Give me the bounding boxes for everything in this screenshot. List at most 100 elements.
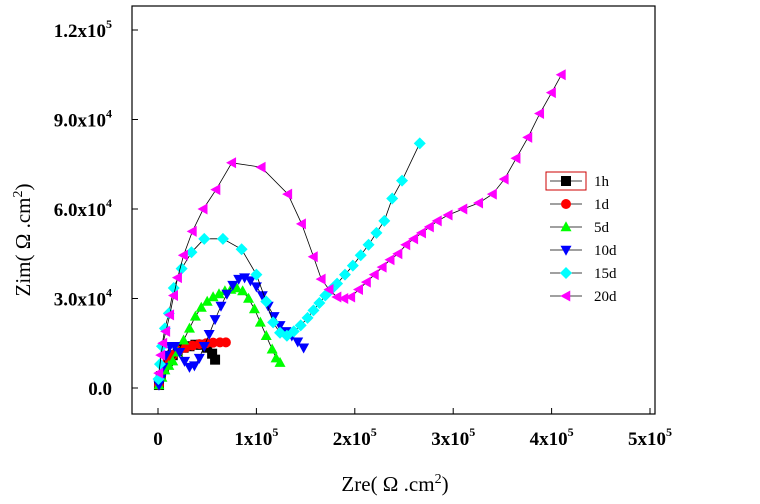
y-tick-label: 1.2x105 [54,17,112,42]
data-point [239,273,251,284]
data-point [323,284,334,296]
data-point [298,343,310,354]
data-point [396,174,409,187]
data-point [352,284,363,296]
x-tick-label: 0 [153,429,163,450]
data-point [167,355,179,366]
data-point [203,330,215,341]
data-point [292,337,304,348]
data-point [384,254,395,266]
data-point [183,322,195,333]
data-point [368,269,379,281]
data-point [400,239,411,251]
data-point [345,291,356,303]
data-point [331,277,344,290]
data-point [209,315,221,326]
data-point [207,291,219,302]
data-point [274,356,286,367]
data-point [338,268,351,281]
data-point [282,188,293,200]
data-point [220,337,231,348]
legend: 1h 1d 5d 10d 15d 20d [545,171,617,305]
data-point [237,285,249,296]
data-point [294,319,307,332]
data-point [457,203,468,215]
legend-item-5d: 5d [550,220,610,236]
data-point [423,221,434,233]
x-tick-label: 2x105 [333,425,377,450]
data-point [193,353,205,364]
data-point [167,290,178,302]
data-point [256,291,268,302]
data-point [164,309,175,321]
data-point [250,282,262,293]
data-point [408,233,419,245]
data-point [157,337,168,349]
axis-ticks: 0 1x105 2x105 3x105 4x105 5x105 0.0 3.0x104 6.0x… [54,17,672,450]
data-point [255,161,266,173]
data-point [522,131,533,143]
data-point [227,280,239,291]
data-point [177,249,188,261]
legend-item-10d: 10d [550,243,617,259]
data-point [153,367,164,379]
plot-frame [131,5,656,415]
data-point [174,347,186,358]
data-point [560,245,572,256]
data-point [498,173,509,185]
data-point [171,272,182,284]
data-point [213,288,225,299]
data-point [561,199,571,209]
data-point [378,214,391,227]
series-line [158,74,562,374]
series-20d [153,69,566,379]
y-tick-label: 3.0x104 [54,286,112,311]
data-point [555,69,566,81]
data-point [338,293,349,304]
data-point [188,361,200,372]
legend-label: 10d [594,243,617,259]
data-point [197,203,208,215]
data-point [260,330,272,341]
data-point [392,248,403,260]
data-point [210,354,221,365]
data-point [295,218,306,230]
data-point [510,152,521,164]
legend-item-1d: 1d [550,197,610,213]
series-10d [153,273,310,391]
data-point [560,267,572,279]
legend-label: 1d [594,197,610,213]
data-point [360,276,371,288]
legend-item-15d: 15d [550,266,617,282]
data-point [189,310,201,321]
data-point [346,259,359,272]
data-point [354,249,367,262]
data-point [243,292,255,303]
x-tick-label: 4x105 [530,425,574,450]
legend-label: 15d [594,266,617,282]
data-point [413,137,426,150]
data-point [442,209,453,221]
data-point [169,341,181,352]
data-point [244,276,256,287]
legend-item-1h: 1h [550,174,610,190]
data-point [415,227,426,239]
data-point [155,349,166,361]
data-point [307,304,320,317]
data-point [207,348,218,359]
legend-label: 5d [594,220,610,236]
data-point [221,289,233,300]
data-point [226,157,237,169]
data-point [560,221,572,232]
data-point [313,296,326,309]
data-point [178,334,190,345]
data-point [301,311,314,324]
data-point [248,303,260,314]
data-point [431,215,442,227]
data-point [210,184,221,196]
series-5d [153,282,286,390]
y-tick-label: 0.0 [88,379,112,400]
data-point [198,232,211,245]
x-tick-label: 3x105 [431,425,475,450]
